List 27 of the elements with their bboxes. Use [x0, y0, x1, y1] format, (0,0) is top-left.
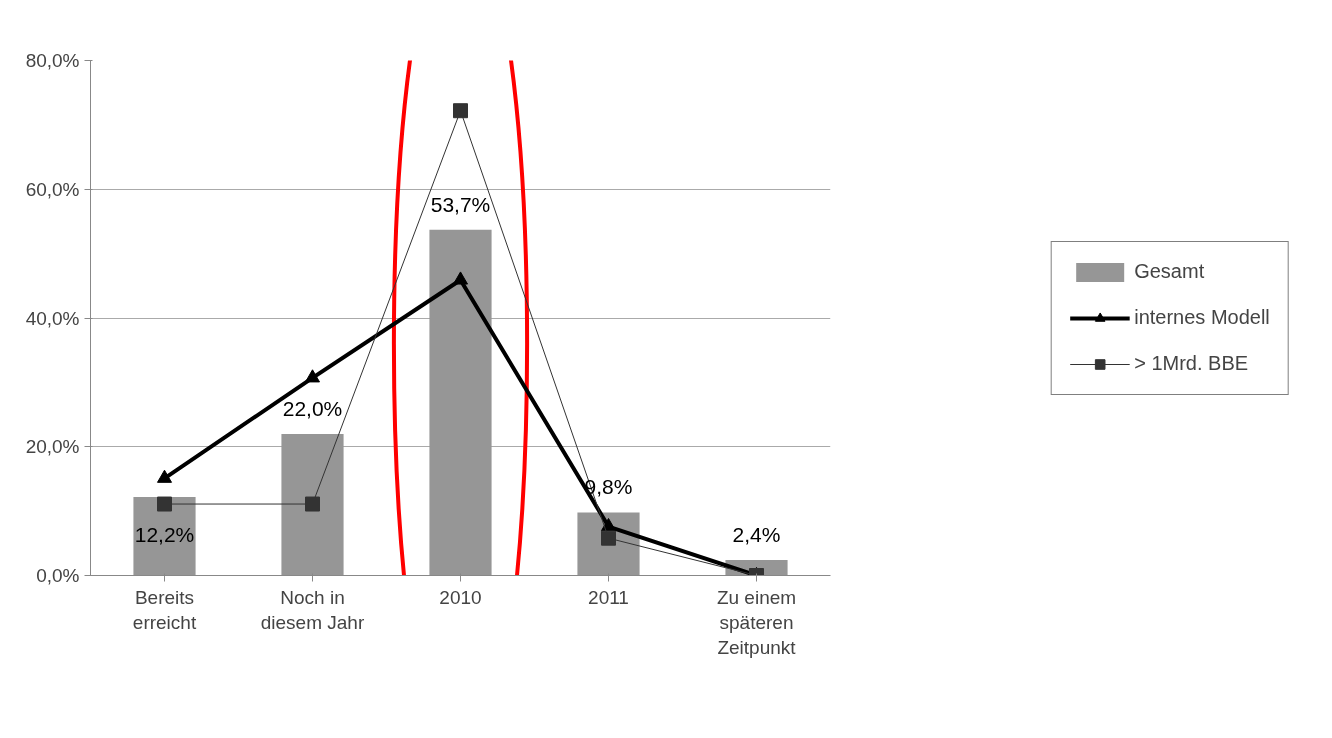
x-tick-label: 2011 [588, 586, 629, 608]
legend-label: > 1Mrd. BBE [1134, 352, 1249, 375]
data-label: 12,2% [134, 523, 195, 547]
point [305, 496, 320, 512]
y-tick-label: 20,0% [25, 436, 80, 458]
point [157, 496, 172, 512]
data-label: 53,7% [430, 192, 491, 216]
x-tick-label: 2010 [439, 586, 482, 608]
y-tick-label: 60,0% [25, 178, 80, 200]
x-tick-label: Bereits erreicht [132, 586, 197, 633]
y-tick-label: 80,0% [25, 50, 80, 71]
bar [133, 496, 196, 576]
data-label: 2,4% [732, 523, 781, 547]
point [453, 271, 468, 285]
y-tick-label: 40,0% [25, 307, 80, 329]
point [157, 469, 172, 483]
bar [281, 433, 344, 576]
legend-label: internes Modell [1134, 306, 1270, 329]
data-label: 22,0% [282, 396, 343, 420]
legend-label: Gesamt [1134, 260, 1205, 283]
bar [429, 229, 492, 576]
x-tick-label: Noch in diesem Jahr [260, 586, 365, 633]
point [453, 103, 468, 119]
y-tick-label: 0,0% [36, 565, 80, 586]
x-tick-label: Zu einem späteren Zeitpunkt [716, 586, 797, 658]
point [601, 517, 616, 532]
point [305, 369, 320, 383]
